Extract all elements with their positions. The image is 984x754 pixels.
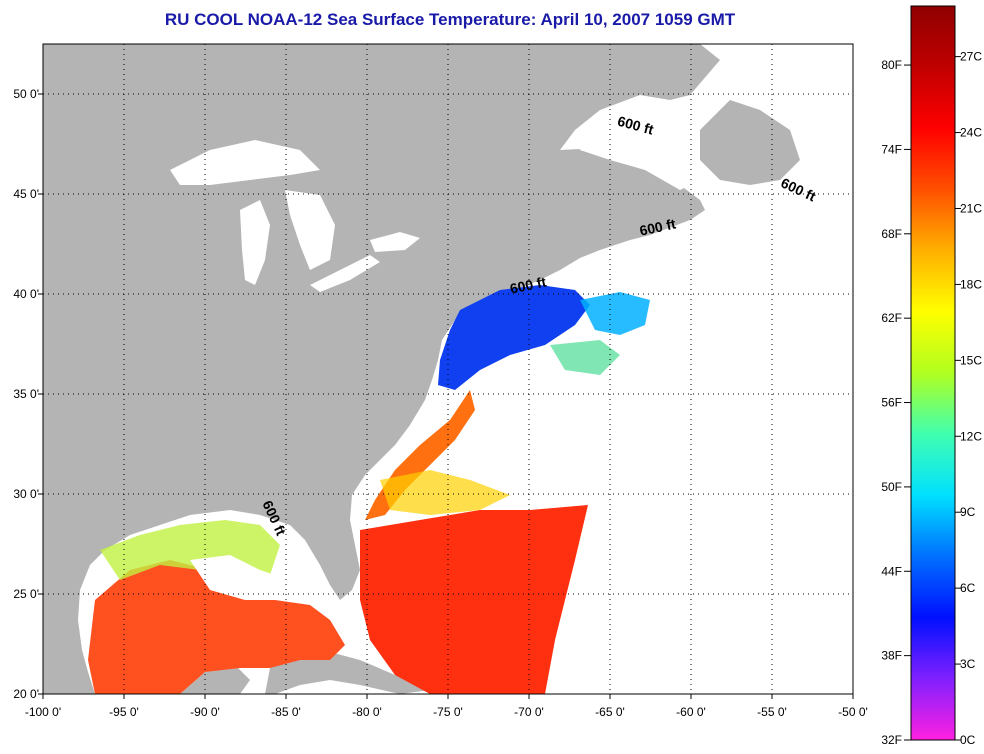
lon-tick-label: -100 0' xyxy=(25,705,61,719)
sst-subtropical xyxy=(360,505,588,694)
colorbar-label-f: 38F xyxy=(881,649,902,663)
sst-cold-shelf xyxy=(438,285,590,390)
colorbar-label-c: 12C xyxy=(960,429,982,443)
lon-tick-label: -85 0' xyxy=(271,705,301,719)
colorbar-label-c: 24C xyxy=(960,126,982,140)
lon-tick-label: -90 0' xyxy=(190,705,220,719)
colorbar-label-f: 74F xyxy=(881,142,902,156)
map-title: RU COOL NOAA-12 Sea Surface Temperature:… xyxy=(164,10,736,29)
latitude-tick-labels: 20 0' 25 0' 30 0' 35 0' 40 0' 45 0' 50 0' xyxy=(13,87,39,701)
lat-tick-label: 45 0' xyxy=(13,187,39,201)
sst-mid-atlantic xyxy=(550,340,620,375)
colorbar-fahrenheit-labels: 32F 38F 44F 50F 56F 62F 68F 74F 80F xyxy=(881,58,911,747)
colorbar-label-c: 3C xyxy=(960,657,976,671)
colorbar-label-c: 27C xyxy=(960,50,982,64)
lat-tick-label: 50 0' xyxy=(13,87,39,101)
sst-gulf-white-gap xyxy=(190,555,290,600)
colorbar-label-f: 44F xyxy=(881,564,902,578)
contour-label-600ft: 600 ft xyxy=(638,215,677,238)
lat-tick-label: 25 0' xyxy=(13,587,39,601)
colorbar-label-c: 18C xyxy=(960,277,982,291)
land-north-america xyxy=(43,44,720,694)
gulf-st-lawrence xyxy=(575,120,700,190)
sst-cool-patch xyxy=(580,292,650,335)
colorbar-label-c: 9C xyxy=(960,505,976,519)
map-frame xyxy=(42,43,854,695)
lon-tick-label: -50 0' xyxy=(838,705,868,719)
lon-tick-label: -60 0' xyxy=(676,705,706,719)
colorbar-label-f: 56F xyxy=(881,396,902,410)
colorbar-celsius-labels: 0C 3C 6C 9C 12C 15C 18C 21C 24C 27C xyxy=(955,50,982,747)
lake-erie xyxy=(310,255,380,292)
lake-ontario xyxy=(370,232,420,252)
lake-huron xyxy=(285,190,335,270)
colorbar: 32F 38F 44F 50F 56F 62F 68F 74F 80F 0C 3C 6C 9C 12C 1… xyxy=(881,5,982,747)
colorbar-label-f: 62F xyxy=(881,311,902,325)
colorbar-gradient xyxy=(910,5,956,741)
lon-tick-label: -65 0' xyxy=(595,705,625,719)
land-yucatan xyxy=(180,665,250,694)
colorbar-label-f: 32F xyxy=(881,733,902,747)
colorbar-label-c: 21C xyxy=(960,201,982,215)
land-cuba xyxy=(265,652,430,694)
lon-tick-label: -55 0' xyxy=(757,705,787,719)
lake-superior xyxy=(170,140,320,185)
colorbar-label-f: 68F xyxy=(881,227,902,241)
lon-tick-label: -70 0' xyxy=(514,705,544,719)
lon-tick-label: -80 0' xyxy=(352,705,382,719)
lat-tick-label: 35 0' xyxy=(13,387,39,401)
contour-label-600ft: 600 ft xyxy=(508,273,547,296)
lat-tick-label: 30 0' xyxy=(13,487,39,501)
colorbar-label-f: 50F xyxy=(881,480,902,494)
colorbar-label-c: 0C xyxy=(960,733,976,747)
sst-subtropical-yellow xyxy=(380,470,510,515)
lat-tick-label: 40 0' xyxy=(13,287,39,301)
longitude-tick-labels: -100 0' -95 0' -90 0' -85 0' -80 0' -75 0' -70… xyxy=(25,705,868,719)
lon-tick-label: -95 0' xyxy=(109,705,139,719)
sst-gulf-mexico xyxy=(88,560,345,694)
colorbar-label-f: 80F xyxy=(881,58,902,72)
lake-michigan xyxy=(240,200,270,285)
land-newfoundland xyxy=(700,100,800,185)
lon-tick-label: -75 0' xyxy=(433,705,463,719)
lat-tick-label: 20 0' xyxy=(13,687,39,701)
colorbar-label-c: 6C xyxy=(960,581,976,595)
colorbar-label-c: 15C xyxy=(960,353,982,367)
